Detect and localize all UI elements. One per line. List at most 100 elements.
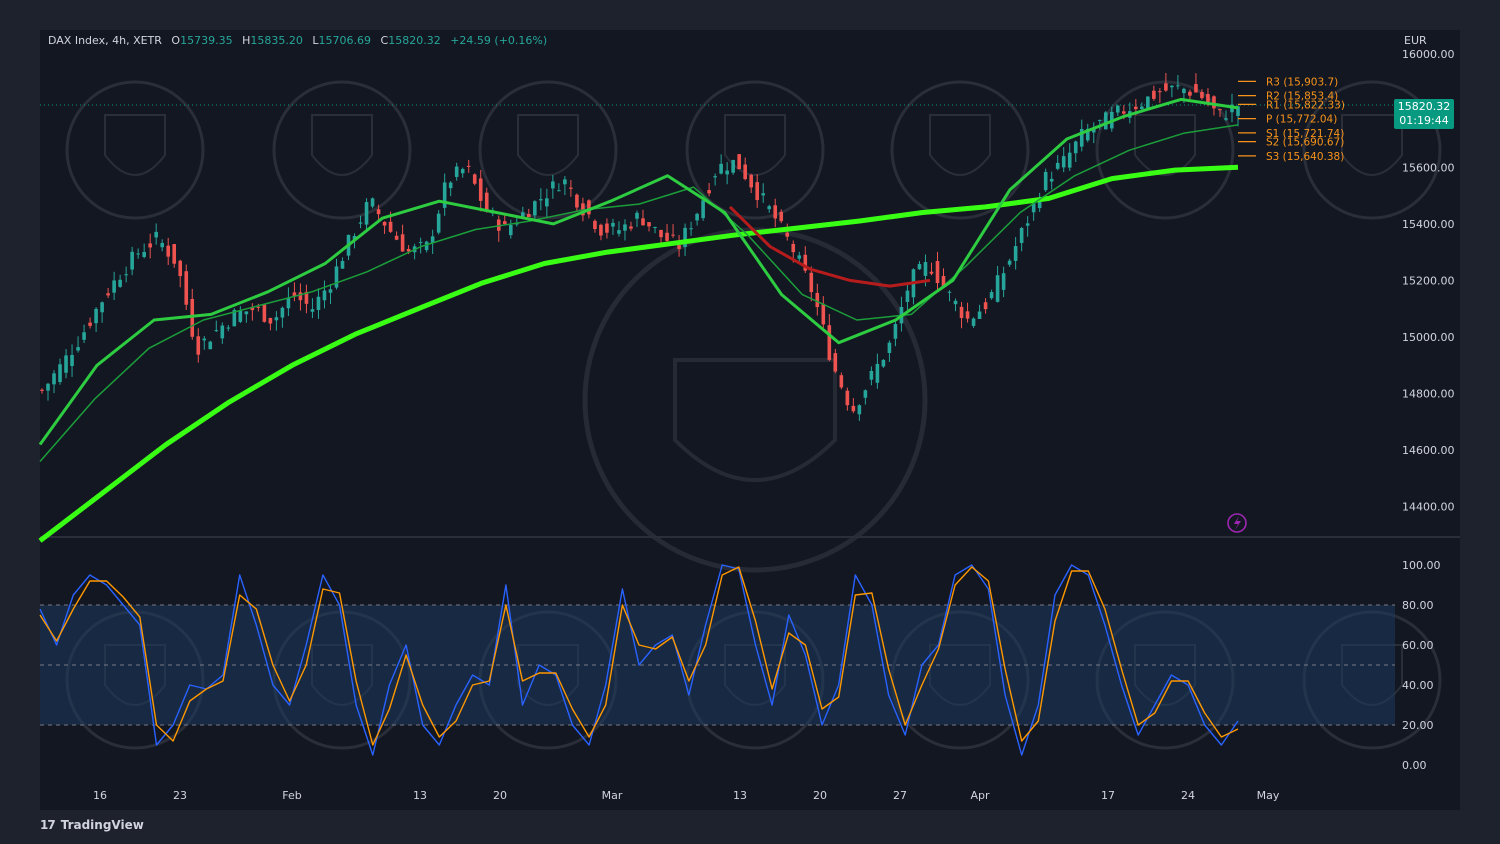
- candle-body: [1037, 199, 1042, 209]
- candle-body: [352, 235, 357, 241]
- candle-body: [40, 389, 44, 391]
- candle-body: [767, 206, 772, 210]
- alert-icon[interactable]: [1227, 513, 1247, 533]
- candle-body: [250, 306, 255, 311]
- watermark-shield: [1341, 114, 1403, 176]
- time-tick-label: 20: [813, 789, 827, 802]
- candle-body: [1055, 162, 1060, 169]
- candle-body: [671, 234, 675, 236]
- watermark-circle: [685, 80, 825, 220]
- candle-body: [569, 187, 573, 189]
- open-label: O: [171, 34, 181, 47]
- watermark-circle: [272, 80, 412, 220]
- stoch-k-line: [39, 564, 1239, 756]
- candle-body: [605, 223, 609, 233]
- currency-label[interactable]: EUR: [1404, 34, 1427, 47]
- candle-body: [430, 236, 435, 244]
- candle-body: [340, 260, 345, 269]
- candle-body: [881, 359, 886, 367]
- candle-body: [551, 181, 555, 189]
- candle-body: [947, 291, 952, 293]
- candle-body: [683, 227, 687, 248]
- candle-body: [1049, 178, 1054, 182]
- watermark-shield: [311, 114, 373, 176]
- candle-body: [244, 311, 249, 315]
- candle-body: [1146, 96, 1150, 109]
- candle-body: [364, 202, 369, 225]
- candle-body: [1079, 128, 1084, 147]
- candle-body: [382, 221, 387, 226]
- candle-body: [76, 347, 80, 351]
- candle-body: [539, 199, 543, 201]
- stoch-band: [40, 604, 1395, 726]
- close-value: 15820.32: [388, 34, 441, 47]
- symbol-name[interactable]: DAX Index, 4h, XETR: [48, 34, 162, 47]
- candle-body: [533, 201, 537, 216]
- price-tick-label: 14400.00: [1402, 501, 1455, 514]
- candle-body: [310, 309, 315, 312]
- candle-body: [641, 218, 645, 226]
- candle-body: [406, 248, 411, 252]
- pivot-label: R2 (15,853.4): [1266, 91, 1338, 103]
- candle-body: [887, 342, 892, 353]
- candle-body: [1152, 90, 1156, 99]
- candle-body: [1073, 141, 1078, 154]
- candle-body: [1224, 118, 1228, 120]
- time-tick-label: 27: [893, 789, 907, 802]
- candle-body: [971, 318, 976, 326]
- candle-body: [316, 296, 321, 310]
- grid-lines: [40, 104, 1460, 538]
- time-tick-label: 13: [733, 789, 747, 802]
- candle-body: [514, 223, 519, 225]
- candles: [40, 72, 1240, 421]
- tradingview-brand[interactable]: 17 TradingView: [40, 818, 144, 832]
- candle-body: [713, 176, 717, 178]
- candle-body: [166, 245, 171, 257]
- candle-body: [857, 405, 862, 415]
- close-label: C: [380, 34, 389, 47]
- candle-body: [1164, 83, 1168, 91]
- watermark-circle: [65, 80, 205, 220]
- candle-body: [478, 178, 483, 201]
- candle-body: [1043, 171, 1048, 191]
- candle-body: [136, 253, 140, 255]
- stoch-d-line: [39, 566, 1239, 746]
- stoch-tick-label: 60.00: [1402, 639, 1434, 652]
- candle-body: [370, 198, 375, 207]
- time-tick-label: 24: [1181, 789, 1195, 802]
- change-value: +24.59 (+0.16%): [450, 34, 548, 47]
- candle-body: [484, 192, 489, 212]
- candle-body: [100, 302, 104, 313]
- candle-body: [178, 260, 183, 277]
- candle-body: [959, 306, 964, 319]
- candle-body: [1097, 119, 1102, 121]
- candle-body: [154, 231, 158, 238]
- candle-body: [220, 325, 225, 339]
- candle-body: [1115, 105, 1120, 113]
- candle-body: [70, 355, 74, 366]
- candle-body: [599, 224, 603, 236]
- candle-body: [791, 243, 796, 253]
- last-price-badge: 15820.32 01:19:44: [1394, 99, 1454, 129]
- candle-body: [118, 279, 122, 287]
- candle-body: [388, 221, 393, 232]
- candle-body: [184, 271, 189, 305]
- candle-body: [334, 266, 339, 288]
- ohlc-legend: DAX Index, 4h, XETR O15739.35 H15835.20 …: [48, 34, 547, 47]
- candle-body: [1188, 91, 1192, 96]
- candle-body: [328, 289, 333, 293]
- candle-body: [665, 232, 669, 241]
- candle-body: [563, 179, 567, 185]
- candle-body: [226, 327, 231, 329]
- candle-body: [466, 165, 471, 167]
- candle-body: [508, 225, 513, 236]
- ema-mid-line: [39, 124, 1239, 462]
- candle-body: [593, 220, 597, 229]
- price-tick-label: 14600.00: [1402, 444, 1455, 457]
- candle-body: [905, 290, 910, 302]
- candle-body: [1067, 152, 1072, 168]
- price-tick-label: 16000.00: [1402, 48, 1455, 61]
- price-tick-label: 15600.00: [1402, 161, 1455, 174]
- candle-body: [725, 170, 729, 175]
